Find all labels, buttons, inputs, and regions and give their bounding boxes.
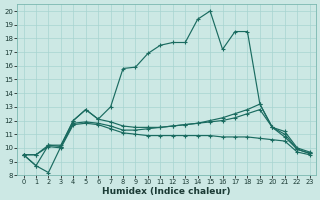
- X-axis label: Humidex (Indice chaleur): Humidex (Indice chaleur): [102, 187, 231, 196]
